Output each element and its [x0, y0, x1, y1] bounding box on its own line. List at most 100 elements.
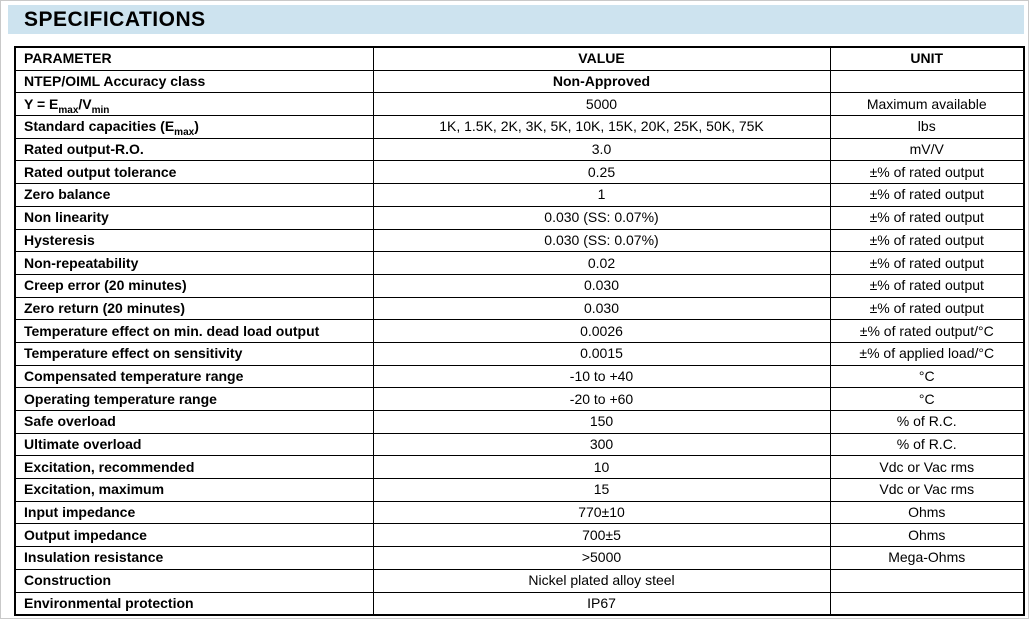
spec-unit: % of R.C.: [829, 432, 1025, 457]
table-row: Temperature effect on sensitivity 0.0015…: [14, 341, 1025, 366]
spec-param: Construction: [14, 568, 374, 593]
section-header: SPECIFICATIONS: [8, 5, 1024, 34]
spec-param: Excitation, recommended: [14, 455, 374, 480]
spec-unit: [829, 69, 1025, 94]
spec-value: 0.25: [372, 160, 831, 185]
spec-value: 770±10: [372, 500, 831, 525]
spec-value: 0.0026: [372, 319, 831, 343]
table-row: Insulation resistance >5000 Mega-Ohms: [14, 546, 1025, 570]
spec-param: Rated output tolerance: [14, 160, 374, 185]
spec-unit: Mega-Ohms: [829, 546, 1025, 570]
spec-param: Hysteresis: [14, 228, 374, 253]
spec-unit: ±% of rated output/°C: [829, 319, 1025, 343]
spec-value: 10: [372, 455, 831, 480]
spec-unit: ±% of rated output: [829, 183, 1025, 207]
spec-unit: ±% of applied load/°C: [829, 341, 1025, 366]
table-row: Rated output-R.O. 3.0 mV/V: [14, 137, 1025, 162]
table-row: Compensated temperature range -10 to +40…: [14, 364, 1025, 389]
table-row: Excitation, maximum 15 Vdc or Vac rms: [14, 478, 1025, 502]
spec-param: Output impedance: [14, 523, 374, 548]
table-row: Operating temperature range -20 to +60 °…: [14, 387, 1025, 411]
spec-param: Insulation resistance: [14, 546, 374, 570]
table-row: Temperature effect on min. dead load out…: [14, 319, 1025, 343]
table-row: NTEP/OIML Accuracy class Non-Approved: [14, 69, 1025, 94]
spec-value: >5000: [372, 546, 831, 570]
page-title: SPECIFICATIONS: [24, 7, 206, 31]
table-row: Construction Nickel plated alloy steel: [14, 568, 1025, 593]
spec-param: Temperature effect on sensitivity: [14, 341, 374, 366]
table-row: Creep error (20 minutes) 0.030 ±% of rat…: [14, 273, 1025, 298]
spec-unit: [829, 568, 1025, 593]
table-row: Safe overload 150 % of R.C.: [14, 410, 1025, 434]
spec-param: Safe overload: [14, 410, 374, 434]
spec-unit: °C: [829, 387, 1025, 411]
spec-unit: ±% of rated output: [829, 205, 1025, 230]
spec-value: 150: [372, 410, 831, 434]
spec-param: Zero balance: [14, 183, 374, 207]
table-row: Output impedance 700±5 Ohms: [14, 523, 1025, 548]
spec-value: 3.0: [372, 137, 831, 162]
table-row: Excitation, recommended 10 Vdc or Vac rm…: [14, 455, 1025, 480]
spec-param: Excitation, maximum: [14, 478, 374, 502]
spec-unit: Ohms: [829, 523, 1025, 548]
spec-value: 1K, 1.5K, 2K, 3K, 5K, 10K, 15K, 20K, 25K…: [372, 115, 831, 139]
spec-value: 300: [372, 432, 831, 457]
spec-unit: % of R.C.: [829, 410, 1025, 434]
spec-value: 0.02: [372, 251, 831, 275]
spec-value: IP67: [372, 591, 831, 616]
spec-unit: [829, 591, 1025, 616]
table-row: Rated output tolerance 0.25 ±% of rated …: [14, 160, 1025, 185]
spec-param: Non linearity: [14, 205, 374, 230]
spec-param: NTEP/OIML Accuracy class: [14, 69, 374, 94]
spec-param: Rated output-R.O.: [14, 137, 374, 162]
spec-value: 700±5: [372, 523, 831, 548]
table-row: Hysteresis 0.030 (SS: 0.07%) ±% of rated…: [14, 228, 1025, 253]
table-row: Non-repeatability 0.02 ±% of rated outpu…: [14, 251, 1025, 275]
spec-param: Environmental protection: [14, 591, 374, 616]
spec-unit: ±% of rated output: [829, 228, 1025, 253]
spec-value: 0.030 (SS: 0.07%): [372, 228, 831, 253]
spec-value: 15: [372, 478, 831, 502]
spec-unit: °C: [829, 364, 1025, 389]
table-row: Zero balance 1 ±% of rated output: [14, 183, 1025, 207]
spec-value: Non-Approved: [372, 69, 831, 94]
table-row: Non linearity 0.030 (SS: 0.07%) ±% of ra…: [14, 205, 1025, 230]
spec-unit: ±% of rated output: [829, 160, 1025, 185]
table-row: Zero return (20 minutes) 0.030 ±% of rat…: [14, 296, 1025, 321]
spec-unit: ±% of rated output: [829, 296, 1025, 321]
spec-param: Ultimate overload: [14, 432, 374, 457]
spec-param: Standard capacities (Emax): [14, 115, 374, 139]
spec-unit: lbs: [829, 115, 1025, 139]
column-header-unit: UNIT: [829, 46, 1025, 71]
spec-unit: ±% of rated output: [829, 251, 1025, 275]
spec-param: Zero return (20 minutes): [14, 296, 374, 321]
column-header-parameter: PARAMETER: [14, 46, 374, 71]
spec-param: Creep error (20 minutes): [14, 273, 374, 298]
spec-value: -10 to +40: [372, 364, 831, 389]
spec-value: 0.0015: [372, 341, 831, 366]
table-row: Y = Emax/Vmin 5000 Maximum available: [14, 92, 1025, 117]
spec-unit: ±% of rated output: [829, 273, 1025, 298]
spec-param: Compensated temperature range: [14, 364, 374, 389]
spec-unit: Vdc or Vac rms: [829, 455, 1025, 480]
spec-param: Input impedance: [14, 500, 374, 525]
table-row: Ultimate overload 300 % of R.C.: [14, 432, 1025, 457]
specifications-table: PARAMETER VALUE UNIT NTEP/OIML Accuracy …: [14, 46, 1025, 617]
table-row: Standard capacities (Emax) 1K, 1.5K, 2K,…: [14, 115, 1025, 139]
spec-unit: mV/V: [829, 137, 1025, 162]
spec-unit: Ohms: [829, 500, 1025, 525]
spec-value: -20 to +60: [372, 387, 831, 411]
spec-param: Operating temperature range: [14, 387, 374, 411]
spec-value: 1: [372, 183, 831, 207]
spec-unit: Vdc or Vac rms: [829, 478, 1025, 502]
spec-value: 0.030: [372, 273, 831, 298]
spec-value: 0.030 (SS: 0.07%): [372, 205, 831, 230]
spec-param: Non-repeatability: [14, 251, 374, 275]
table-header-row: PARAMETER VALUE UNIT: [14, 46, 1025, 71]
column-header-value: VALUE: [372, 46, 831, 71]
spec-unit: Maximum available: [829, 92, 1025, 117]
spec-value: Nickel plated alloy steel: [372, 568, 831, 593]
table-row: Input impedance 770±10 Ohms: [14, 500, 1025, 525]
spec-value: 0.030: [372, 296, 831, 321]
